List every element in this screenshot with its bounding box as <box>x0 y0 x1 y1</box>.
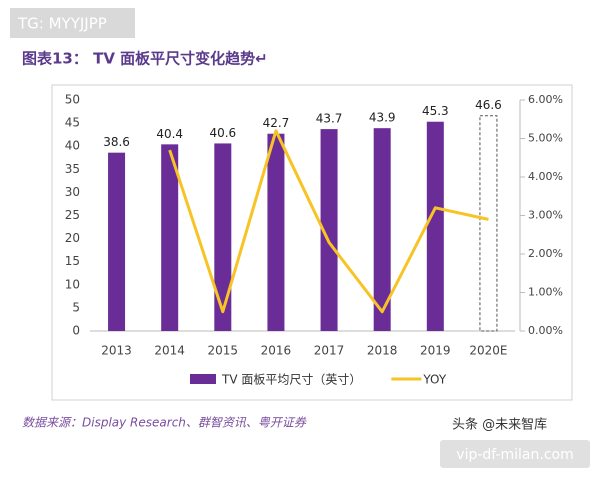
y-tick-label: 15 <box>65 254 80 268</box>
watermark-site: vip-df-milan.com <box>456 447 573 463</box>
y-tick-label: 30 <box>65 185 80 199</box>
data-label: 40.6 <box>209 126 236 140</box>
y-tick-label: 40 <box>65 139 80 153</box>
watermark-box <box>10 8 135 38</box>
watermark-site-box <box>440 440 590 468</box>
legend-label: YOY <box>422 373 446 387</box>
bar <box>479 115 498 332</box>
x-tick-label: 2019 <box>420 344 451 358</box>
watermark-account: 头条 @未来智库 <box>452 417 547 433</box>
y-tick-label: 45 <box>65 116 80 130</box>
x-tick-label: 2017 <box>314 344 345 358</box>
y-tick-label: 0 <box>72 324 80 338</box>
y-tick-label: 35 <box>65 162 80 176</box>
y-tick-label: 20 <box>65 231 80 245</box>
line <box>168 129 489 314</box>
watermark-top: TG: MYYJJPP <box>17 15 107 33</box>
bar <box>320 129 338 331</box>
x-tick-label: 2013 <box>101 344 132 358</box>
bar <box>373 128 391 331</box>
chart-title: 图表13： TV 面板平尺寸变化趋势↵ <box>22 50 268 68</box>
data-label: 46.6 <box>475 98 502 112</box>
x-tick-label: 2016 <box>261 344 292 358</box>
bar <box>426 121 444 332</box>
data-label: 42.7 <box>263 116 290 130</box>
data-label: 40.4 <box>156 127 183 141</box>
data-label: 45.3 <box>422 104 449 118</box>
y2-tick-label: 3.00% <box>528 209 563 222</box>
source: 数据来源：Display Research、群智资讯、粤开证券 <box>22 416 307 430</box>
bar <box>108 152 126 331</box>
x-tick-label: 2015 <box>208 344 239 358</box>
y2-tick-label: 6.00% <box>528 93 563 106</box>
legend-swatch <box>190 374 216 384</box>
chart-frame <box>51 84 573 401</box>
y-tick-label: 10 <box>65 277 80 291</box>
data-label: 38.6 <box>103 135 130 149</box>
legend-label: TV 面板平均尺寸（英寸） <box>221 373 361 387</box>
y2-tick-label: 1.00% <box>528 286 563 299</box>
bar <box>214 143 232 331</box>
bar <box>161 144 179 331</box>
bar <box>267 133 285 331</box>
y2-tick-label: 0.00% <box>528 324 563 337</box>
data-label: 43.9 <box>369 111 396 125</box>
y-tick-label: 5 <box>72 300 80 314</box>
y-tick-label: 50 <box>65 93 80 107</box>
y2-tick-label: 4.00% <box>528 170 563 183</box>
y2-tick-label: 5.00% <box>528 132 563 145</box>
x-tick-label: 2014 <box>154 344 185 358</box>
x-tick-label: 2020E <box>469 344 507 358</box>
y-tick-label: 25 <box>65 208 80 222</box>
y2-tick-label: 2.00% <box>528 247 563 260</box>
x-tick-label: 2018 <box>367 344 398 358</box>
data-label: 43.7 <box>316 112 343 126</box>
